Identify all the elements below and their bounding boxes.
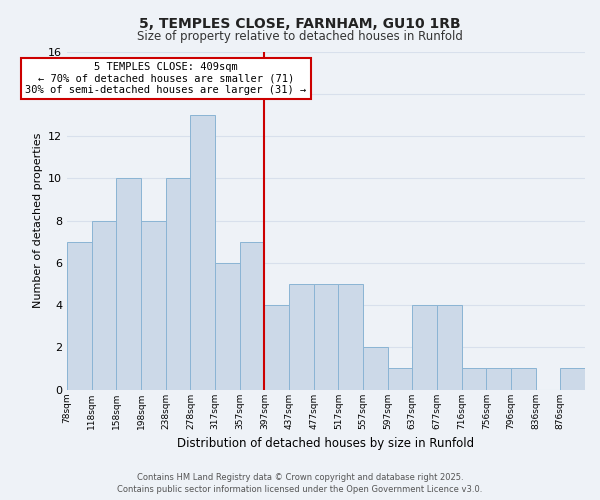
Bar xyxy=(240,242,265,390)
Bar xyxy=(289,284,314,390)
X-axis label: Distribution of detached houses by size in Runfold: Distribution of detached houses by size … xyxy=(178,437,475,450)
Bar xyxy=(166,178,190,390)
Bar xyxy=(92,220,116,390)
Bar xyxy=(141,220,166,390)
Text: Size of property relative to detached houses in Runfold: Size of property relative to detached ho… xyxy=(137,30,463,43)
Bar xyxy=(412,305,437,390)
Text: Contains HM Land Registry data © Crown copyright and database right 2025.
Contai: Contains HM Land Registry data © Crown c… xyxy=(118,472,482,494)
Bar xyxy=(511,368,536,390)
Bar xyxy=(67,242,92,390)
Text: 5, TEMPLES CLOSE, FARNHAM, GU10 1RB: 5, TEMPLES CLOSE, FARNHAM, GU10 1RB xyxy=(139,18,461,32)
Bar xyxy=(487,368,511,390)
Bar xyxy=(461,368,487,390)
Bar xyxy=(116,178,141,390)
Y-axis label: Number of detached properties: Number of detached properties xyxy=(32,133,43,308)
Bar xyxy=(560,368,585,390)
Bar xyxy=(437,305,461,390)
Text: 5 TEMPLES CLOSE: 409sqm
← 70% of detached houses are smaller (71)
30% of semi-de: 5 TEMPLES CLOSE: 409sqm ← 70% of detache… xyxy=(25,62,307,96)
Bar xyxy=(363,348,388,390)
Bar xyxy=(338,284,363,390)
Bar xyxy=(314,284,338,390)
Bar xyxy=(265,305,289,390)
Bar xyxy=(388,368,412,390)
Bar xyxy=(190,115,215,390)
Bar xyxy=(215,263,240,390)
